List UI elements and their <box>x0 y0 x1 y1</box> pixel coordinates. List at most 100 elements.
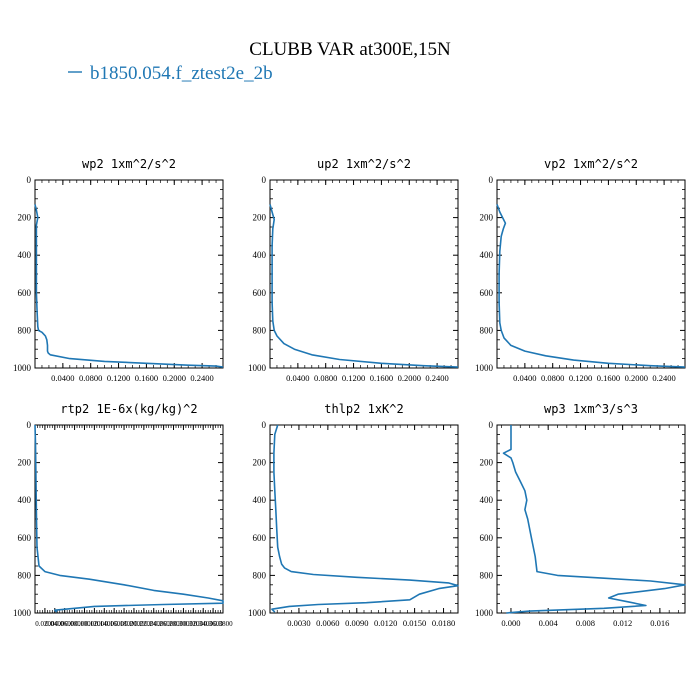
plot-frame <box>34 424 224 614</box>
y-tick-label: 0 <box>27 175 32 185</box>
x-tick-label: 0.0800 <box>541 373 564 383</box>
x-tick-label: 0.3200 <box>184 620 204 628</box>
x-tick-label: 0.2000 <box>625 373 648 383</box>
x-tick-label: 0.1200 <box>85 620 105 628</box>
panel-1: wp2 1xm^2/s^2 0 200 400 600 800 1000 0.0400 0.08… <box>13 157 224 383</box>
plot-frame <box>34 179 224 369</box>
x-tick-label: 0.0600 <box>55 620 75 628</box>
x-tick-label: 0.004 <box>539 618 559 628</box>
y-tick-label: 200 <box>18 213 32 223</box>
y-tick-label: 800 <box>480 325 494 335</box>
series-line <box>271 424 459 613</box>
y-tick-label: 1000 <box>475 363 494 373</box>
x-tick-label: 0.2000 <box>398 373 421 383</box>
x-tick-label: 0.2400 <box>144 620 164 628</box>
panel-5: thlp2 1xK^2 0 200 400 600 800 1000 0.0030 0.0060… <box>248 402 459 628</box>
y-tick-label: 600 <box>480 533 494 543</box>
series-line <box>34 424 224 613</box>
x-tick-label: 0.3800 <box>213 620 233 628</box>
panel-2: up2 1xm^2/s^2 0 200 400 600 800 1000 0.0400 0.08… <box>248 157 459 383</box>
x-tick-label: 0.1600 <box>597 373 620 383</box>
x-tick-label: 0.1600 <box>135 373 158 383</box>
y-tick-label: 400 <box>480 250 494 260</box>
x-tick-label: 0.3000 <box>174 620 194 628</box>
x-tick-label: 0.2000 <box>163 373 186 383</box>
y-tick-label: 1000 <box>248 608 267 618</box>
y-tick-label: 200 <box>18 458 32 468</box>
x-tick-label: 0.2000 <box>124 620 144 628</box>
x-tick-label: 0.1200 <box>569 373 592 383</box>
y-tick-label: 800 <box>480 570 494 580</box>
x-tick-label: 0.2800 <box>164 620 184 628</box>
plot-frame <box>496 424 686 614</box>
y-tick-label: 0 <box>262 175 267 185</box>
x-tick-label: 0.0030 <box>287 618 310 628</box>
y-tick-label: 600 <box>18 288 32 298</box>
series-line <box>502 425 686 614</box>
y-tick-label: 200 <box>480 458 494 468</box>
y-tick-label: 800 <box>18 570 32 580</box>
x-tick-label: 0.1600 <box>105 620 125 628</box>
x-tick-label: 0.0400 <box>45 620 65 628</box>
x-tick-label: 0.008 <box>576 618 595 628</box>
x-tick-label: 0.2400 <box>425 373 448 383</box>
y-tick-label: 0 <box>489 420 494 430</box>
panel-title: up2 1xm^2/s^2 <box>317 157 411 171</box>
plot-frame <box>496 179 686 369</box>
panel-title: thlp2 1xK^2 <box>324 402 403 416</box>
x-tick-label: 0.0400 <box>51 373 74 383</box>
x-tick-label: 0.0150 <box>403 618 426 628</box>
x-tick-label: 0.2400 <box>652 373 675 383</box>
y-tick-label: 800 <box>18 325 32 335</box>
y-tick-label: 1000 <box>248 363 267 373</box>
x-tick-label: 0.1600 <box>370 373 393 383</box>
x-tick-label: 0.0120 <box>374 618 397 628</box>
x-tick-label: 0.0090 <box>345 618 368 628</box>
y-tick-label: 0 <box>489 175 494 185</box>
figure-legend: b1850.054.f_ztest2e_2b <box>68 63 273 84</box>
panel-title: wp2 1xm^2/s^2 <box>82 157 176 171</box>
y-tick-label: 600 <box>253 288 267 298</box>
legend-label: b1850.054.f_ztest2e_2b <box>90 63 273 84</box>
x-tick-label: 0.3400 <box>194 620 214 628</box>
x-tick-label: 0.0800 <box>65 620 85 628</box>
x-tick-label: 0.1000 <box>75 620 95 628</box>
y-tick-label: 200 <box>253 213 267 223</box>
x-tick-label: 0.0200 <box>35 620 55 628</box>
x-tick-label: 0.0400 <box>286 373 309 383</box>
y-tick-label: 600 <box>253 533 267 543</box>
y-tick-label: 400 <box>253 250 267 260</box>
y-tick-label: 0 <box>262 420 267 430</box>
x-tick-label: 0.1400 <box>95 620 115 628</box>
x-tick-label: 0.0400 <box>513 373 536 383</box>
y-tick-label: 1000 <box>475 608 494 618</box>
x-tick-label: 0.012 <box>613 618 632 628</box>
x-tick-label: 0.3600 <box>203 620 223 628</box>
x-tick-label: 0.2200 <box>134 620 154 628</box>
y-tick-label: 1000 <box>13 608 32 618</box>
panel-3: vp2 1xm^2/s^2 0 200 400 600 800 1000 0.0400 0.08… <box>475 157 686 383</box>
panel-title: rtp2 1E-6x(kg/kg)^2 <box>60 402 197 416</box>
y-tick-label: 800 <box>253 325 267 335</box>
panel-6: wp3 1xm^3/s^3 0 200 400 600 800 1000 0.000 0.004… <box>475 402 686 628</box>
x-tick-label: 0.000 <box>501 618 520 628</box>
x-tick-label: 0.2400 <box>190 373 213 383</box>
y-tick-label: 400 <box>480 495 494 505</box>
x-tick-label: 0.0060 <box>316 618 339 628</box>
y-tick-label: 600 <box>480 288 494 298</box>
x-tick-label: 0.016 <box>650 618 669 628</box>
series-line <box>496 204 686 368</box>
y-tick-label: 200 <box>480 213 494 223</box>
figure-title: CLUBB VAR at300E,15N <box>249 39 451 60</box>
series-line <box>34 204 224 368</box>
x-tick-label: 0.0800 <box>79 373 102 383</box>
y-tick-label: 600 <box>18 533 32 543</box>
x-tick-label: 0.1800 <box>114 620 134 628</box>
panel-4: rtp2 1E-6x(kg/kg)^2 0 200 400 600 800 10000.02… <box>13 402 233 628</box>
y-tick-label: 1000 <box>13 363 32 373</box>
y-tick-label: 200 <box>253 458 267 468</box>
x-tick-label: 0.0800 <box>314 373 337 383</box>
y-tick-label: 400 <box>253 495 267 505</box>
